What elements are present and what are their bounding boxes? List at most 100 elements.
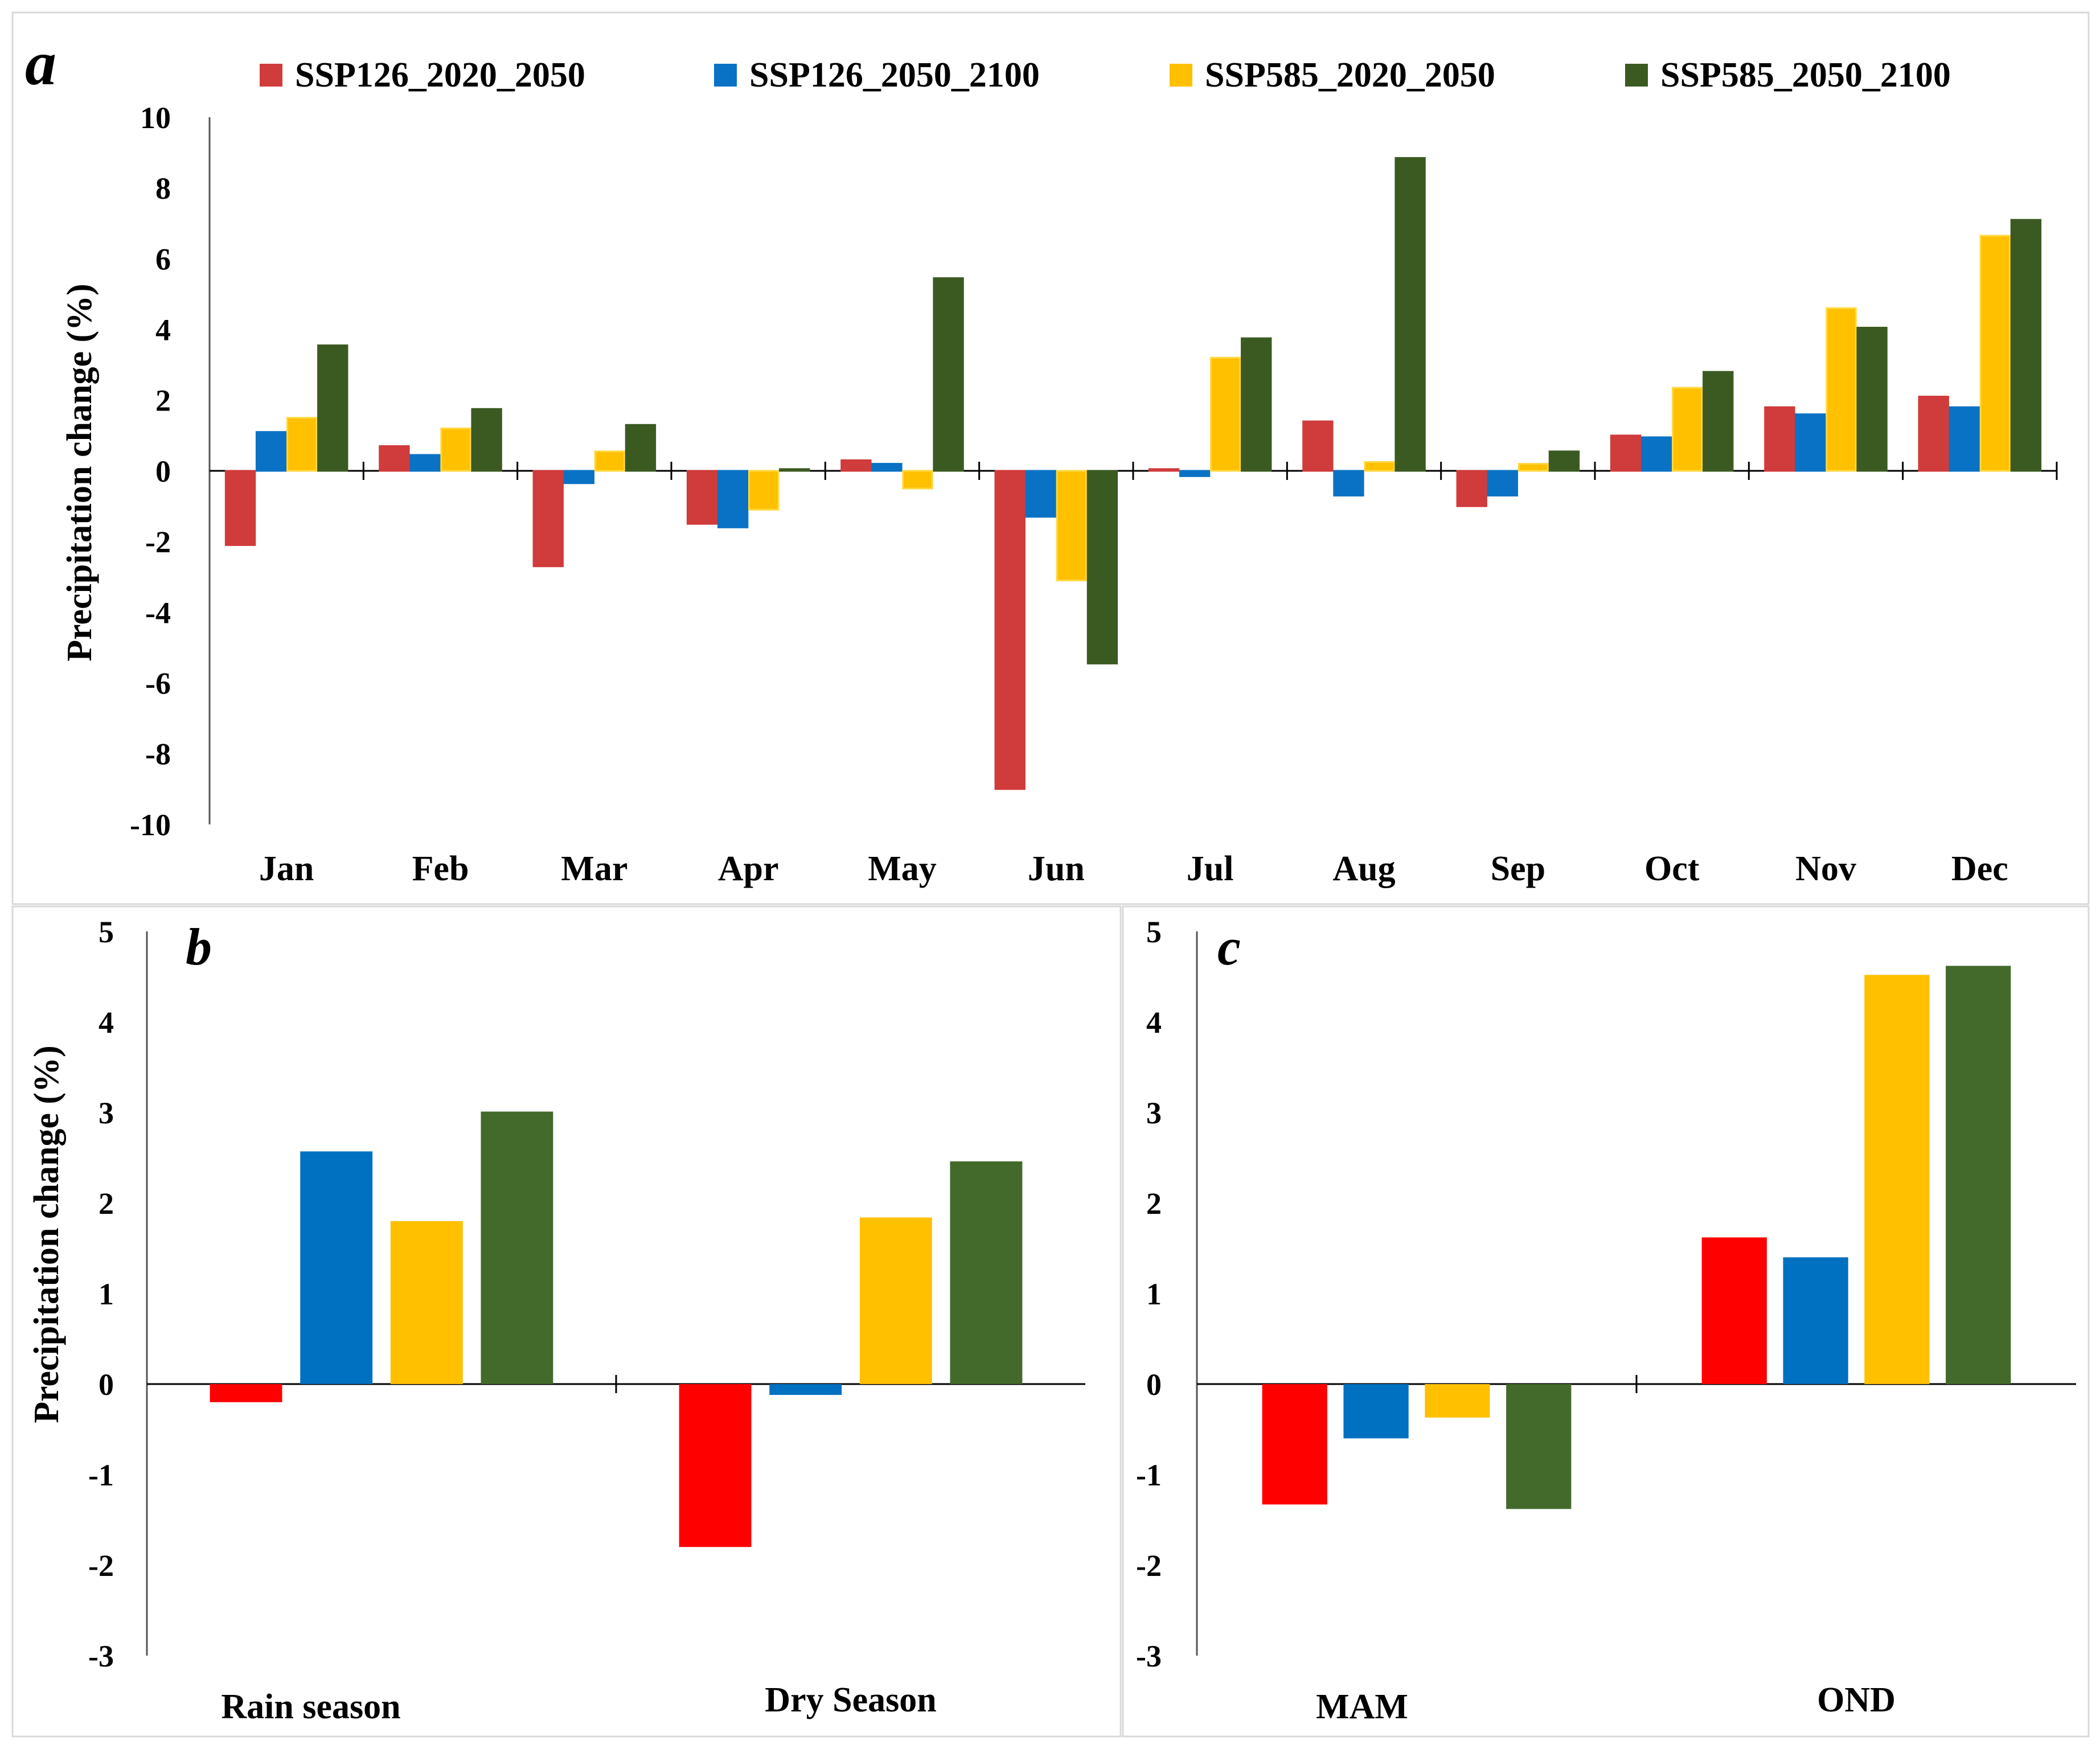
y-tick-label: 2 [1146,1186,1162,1221]
panel-b: b Precipitation change (%) 5 4 3 2 1 0 -1 -2 -3 R… [27,915,1085,1726]
legend-swatch [714,64,737,87]
panel-c-axes: 5 4 3 2 1 0 -1 -2 -3 MAM OND [1136,915,2076,1726]
bar-ssp585_2050_2100-mam [1506,1384,1572,1509]
bar-ssp126_2020_2050-nov [1764,406,1795,472]
y-tick-label: 2 [155,384,171,418]
bar-ssp126_2050_2100-dec [1949,406,1980,472]
bar-ssp585_2020_2050-apr [748,470,780,511]
panel-b-axes: 5 4 3 2 1 0 -1 -2 -3 Rain season Dry Season [88,915,1085,1726]
bar-ssp585_2020_2050-sep [1517,463,1549,472]
panel-a-bars [224,157,2042,790]
panel-c-frame [1122,905,2090,1738]
bar-ssp126_2020_2050-feb [379,445,410,472]
bar-ssp126_2050_2100-ond [1783,1257,1848,1384]
y-tick-label: 1 [99,1277,114,1311]
bar-ssp126_2050_2100-apr [717,470,749,528]
y-tick-label: 6 [155,242,171,276]
bar-ssp126_2020_2050-jul [1148,468,1180,472]
y-tick-label: 1 [1146,1277,1162,1311]
panel-a: a SSP126_2020_2050 SSP126_2050_2100 SSP585… [25,28,2058,888]
bar-ssp126_2050_2100-jul [1179,470,1211,477]
bar-ssp126_2050_2100-rain-season [300,1151,373,1384]
y-tick-label: 5 [99,915,114,949]
y-tick-label: 5 [1146,915,1162,949]
x-category-label: Dry Season [765,1681,936,1719]
bar-ssp126_2020_2050-oct [1610,434,1642,472]
x-category-label: OND [1817,1681,1896,1719]
bar-ssp126_2020_2050-ond [1701,1237,1767,1384]
bar-ssp585_2050_2100-mar [625,424,657,472]
y-tick-label: -4 [145,596,171,630]
bar-ssp585_2050_2100-oct [1703,371,1734,472]
panel-a-axes: 10 8 6 4 2 0 -2 -4 -6 -8 -10 Jan Feb Mar Apr May Jun Jul A… [130,101,2058,888]
x-category-label: MAM [1316,1688,1408,1726]
bar-ssp585_2020_2050-ond [1864,975,1930,1384]
bar-ssp585_2050_2100-feb [471,408,502,472]
bar-ssp126_2020_2050-may [840,459,872,472]
x-category-label: Rain season [221,1688,400,1726]
bar-ssp585_2020_2050-jun [1056,470,1088,582]
y-tick-label: -10 [130,808,171,842]
panel-c: c 5 4 3 2 1 0 -1 -2 -3 MAM OND [1136,915,2076,1726]
y-tick-label: 4 [99,1005,114,1040]
bar-ssp585_2020_2050-may [902,470,933,490]
y-tick-label: 10 [140,101,171,135]
bar-ssp585_2050_2100-jul [1241,337,1272,472]
legend-swatch [1170,64,1192,87]
panel-a-ylabel: Precipitation change (%) [60,284,99,662]
bar-ssp585_2020_2050-feb [440,427,471,472]
bar-ssp585_2020_2050-dry-season [859,1217,932,1384]
bar-ssp585_2020_2050-jul [1210,356,1241,472]
x-category-label: Sep [1491,849,1545,888]
bar-ssp126_2050_2100-jun [1025,470,1056,518]
x-category-label: Jun [1028,849,1085,888]
bar-ssp585_2050_2100-rain-season [481,1111,553,1384]
bar-ssp126_2020_2050-jun [994,470,1026,790]
x-category-label: Apr [718,849,779,888]
panel-b-ylabel: Precipitation change (%) [27,1045,66,1423]
x-category-label: Feb [412,849,469,888]
y-tick-label: -1 [88,1458,114,1492]
y-tick-label: 4 [1146,1005,1162,1040]
y-tick-label: 2 [99,1186,114,1221]
bar-ssp585_2020_2050-dec [1979,235,2011,472]
bar-ssp126_2050_2100-oct [1640,436,1672,472]
bar-ssp126_2020_2050-rain-season [210,1384,282,1402]
y-tick-label: -2 [1136,1549,1162,1583]
x-category-label: Aug [1332,849,1395,888]
bar-ssp126_2020_2050-mam [1262,1384,1327,1505]
bar-ssp585_2020_2050-mam [1425,1384,1490,1418]
bar-ssp126_2050_2100-aug [1333,470,1364,496]
bar-ssp585_2050_2100-ond [1946,966,2011,1384]
panel-a-frame [11,11,2090,905]
x-category-label: Oct [1644,849,1700,888]
bar-ssp585_2020_2050-jan [286,417,318,472]
bar-ssp585_2050_2100-aug [1394,157,1426,472]
legend-label: SSP585_2050_2100 [1660,56,1951,95]
bar-ssp585_2050_2100-nov [1856,326,1888,472]
bar-ssp585_2050_2100-may [933,277,964,472]
bar-ssp126_2050_2100-dry-season [769,1384,842,1395]
panel-b-label: b [186,918,212,976]
bar-ssp126_2050_2100-sep [1487,470,1518,496]
y-tick-label: -8 [145,737,171,771]
legend-label: SSP585_2020_2050 [1205,56,1495,95]
legend-swatch [260,64,282,87]
legend: SSP126_2020_2050 SSP126_2050_2100 SSP585_2… [260,56,1951,95]
x-category-label: Nov [1795,849,1856,888]
bar-ssp126_2020_2050-jan [224,470,256,546]
panel-b-frame [11,905,1122,1738]
bar-ssp126_2050_2100-feb [409,454,441,472]
x-category-label: Mar [561,849,627,888]
panel-b-bars [210,1111,1023,1547]
legend-swatch [1625,64,1648,87]
bar-ssp126_2050_2100-mam [1343,1384,1409,1439]
bar-ssp585_2050_2100-dry-season [950,1161,1023,1384]
bar-ssp585_2050_2100-apr [779,468,810,472]
bar-ssp126_2020_2050-sep [1456,470,1487,507]
y-tick-label: -3 [88,1639,114,1673]
y-tick-label: -2 [88,1549,114,1583]
bar-ssp126_2020_2050-apr [686,470,718,525]
y-tick-label: -3 [1136,1639,1162,1673]
